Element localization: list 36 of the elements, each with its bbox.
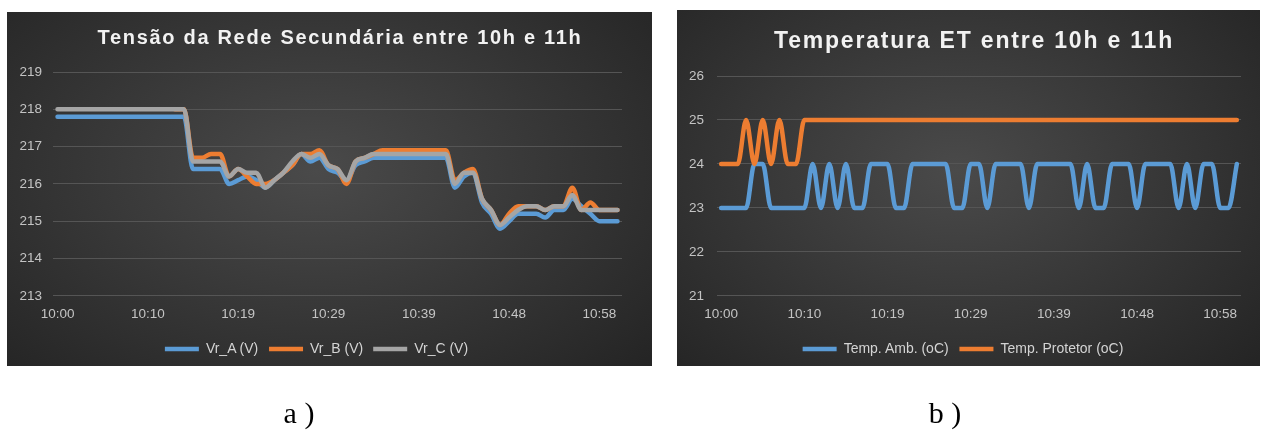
x-tick-label: 10:39 xyxy=(1036,305,1071,321)
legend-label: Vr_B (V) xyxy=(310,339,364,356)
legend-label: Temp. Amb. (oC) xyxy=(843,339,949,356)
y-tick-label: 21 xyxy=(688,287,704,303)
y-tick-label: 26 xyxy=(688,67,704,83)
x-tick-label: 10:39 xyxy=(401,305,436,321)
text: a ) xyxy=(283,396,315,430)
x-tick-label: 10:48 xyxy=(492,305,526,321)
legend-label: Vr_C (V) xyxy=(414,339,469,356)
y-tick-label: 217 xyxy=(19,138,42,154)
chart-title: Temperatura ET entre 10h e 11h xyxy=(774,26,1174,54)
text: b ) xyxy=(928,396,962,430)
y-tick-label: 24 xyxy=(688,155,705,171)
y-tick-label: 22 xyxy=(688,243,704,259)
chart-title: Tensão da Rede Secundária entre 10h e 11h xyxy=(97,25,583,49)
y-tick-label: 214 xyxy=(19,250,43,266)
x-tick-label: 10:29 xyxy=(311,305,346,321)
legend-label: Vr_A (V) xyxy=(205,339,259,356)
y-tick-label: 215 xyxy=(19,212,42,228)
x-tick-label: 10:58 xyxy=(1203,305,1238,321)
x-tick-label: 10:58 xyxy=(582,305,617,321)
y-tick-label: 25 xyxy=(688,111,704,127)
x-tick-label: 10:19 xyxy=(870,305,905,321)
y-tick-label: 213 xyxy=(19,287,42,303)
y-tick-label: 218 xyxy=(19,101,42,117)
legend-label: Temp. Protetor (oC) xyxy=(1000,339,1124,356)
x-tick-label: 10:48 xyxy=(1120,305,1154,321)
x-tick-label: 10:19 xyxy=(221,305,256,321)
x-tick-label: 10:10 xyxy=(787,305,822,321)
y-tick-label: 219 xyxy=(19,63,42,79)
y-tick-label: 23 xyxy=(688,199,704,215)
x-tick-label: 10:00 xyxy=(704,305,739,321)
x-tick-label: 10:00 xyxy=(40,305,75,321)
x-tick-label: 10:29 xyxy=(953,305,988,321)
y-tick-label: 216 xyxy=(19,175,42,191)
x-tick-label: 10:10 xyxy=(130,305,165,321)
